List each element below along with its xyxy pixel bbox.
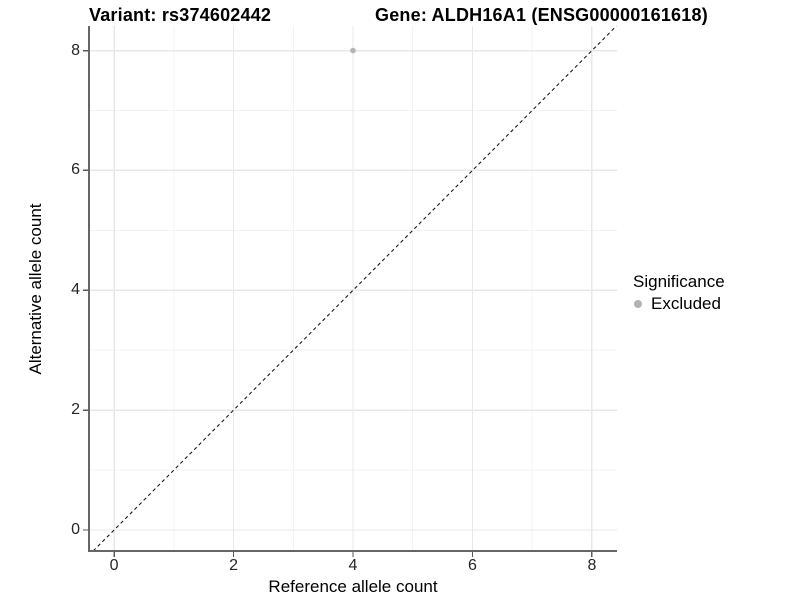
y-tick-label: 8 xyxy=(71,41,80,59)
variant-title: Variant: rs374602442 xyxy=(89,5,272,25)
y-tick-label: 4 xyxy=(71,281,80,299)
x-tick-label: 6 xyxy=(468,557,477,574)
y-axis-title: Alternative allele count xyxy=(26,203,45,375)
y-tick-label: 2 xyxy=(71,401,80,419)
legend-point-icon xyxy=(634,300,642,308)
legend-item-label: Excluded xyxy=(651,294,721,313)
y-tick-label: 6 xyxy=(71,161,80,179)
gene-title: Gene: ALDH16A1 (ENSG00000161618) xyxy=(375,5,708,25)
x-tick-label: 8 xyxy=(587,557,597,574)
x-tick-label: 0 xyxy=(109,557,119,574)
x-axis-title: Reference allele count xyxy=(268,577,438,596)
legend: Significance Excluded xyxy=(633,271,725,314)
data-point-excluded xyxy=(350,47,356,54)
legend-title: Significance xyxy=(633,272,725,291)
x-tick-label: 4 xyxy=(348,557,358,574)
x-tick-label: 2 xyxy=(229,557,238,574)
legend-item-excluded: Excluded xyxy=(633,294,725,314)
y-tick-label: 0 xyxy=(71,521,80,539)
identity-reference-line xyxy=(92,25,617,552)
